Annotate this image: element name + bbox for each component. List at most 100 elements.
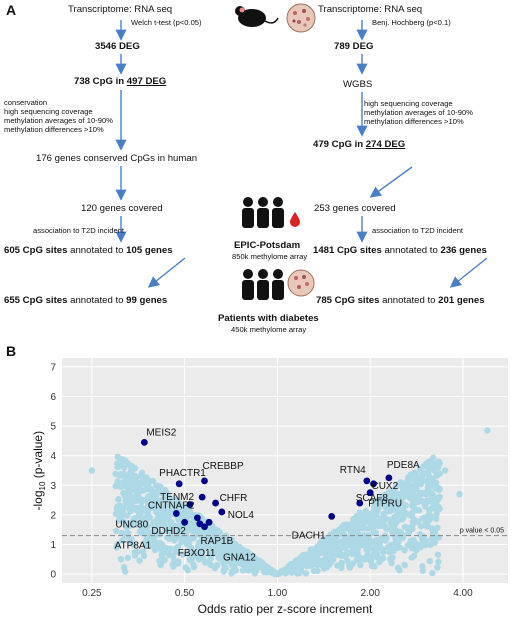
background-point bbox=[123, 501, 130, 509]
background-point bbox=[130, 541, 137, 548]
background-point bbox=[374, 539, 381, 547]
background-point bbox=[367, 557, 375, 565]
y-tick-label: 2 bbox=[50, 510, 56, 521]
left-association: association to T2D incident bbox=[33, 226, 125, 235]
background-point bbox=[227, 547, 235, 555]
y-tick-label: 4 bbox=[50, 451, 56, 462]
background-point bbox=[423, 523, 431, 530]
background-point bbox=[172, 522, 179, 530]
background-point bbox=[153, 516, 161, 524]
background-point bbox=[143, 525, 150, 532]
background-point bbox=[393, 500, 400, 508]
background-point bbox=[173, 544, 180, 551]
background-point bbox=[363, 553, 370, 561]
background-point bbox=[238, 557, 245, 564]
background-point bbox=[178, 501, 186, 508]
gene-label: DACH1 bbox=[292, 530, 326, 541]
right-wgbs: WGBS bbox=[343, 79, 373, 90]
background-point bbox=[157, 561, 164, 569]
background-point bbox=[201, 535, 208, 543]
background-point bbox=[426, 506, 433, 514]
background-point bbox=[300, 552, 308, 560]
right-deg: 789 DEG bbox=[334, 41, 374, 52]
right-epic-result: 1481 CpG sites annotated to 236 genes bbox=[313, 245, 487, 256]
background-point bbox=[189, 555, 196, 562]
background-point bbox=[338, 559, 345, 567]
background-point bbox=[324, 535, 332, 543]
background-points bbox=[88, 427, 491, 578]
background-point bbox=[190, 563, 198, 571]
background-point bbox=[191, 549, 198, 557]
background-point bbox=[366, 537, 374, 544]
background-point bbox=[431, 514, 439, 521]
background-point bbox=[364, 548, 371, 555]
arrow-left-6 bbox=[147, 257, 186, 288]
left-diabetes-result: 655 CpG sites annotated to 99 genes bbox=[4, 295, 168, 306]
background-point bbox=[426, 516, 433, 523]
background-point bbox=[417, 481, 425, 488]
gene-label: MEIS2 bbox=[146, 427, 176, 438]
background-point bbox=[207, 555, 214, 562]
x-tick-label: 2.00 bbox=[360, 588, 380, 599]
background-point bbox=[416, 507, 423, 514]
background-point bbox=[484, 427, 491, 434]
background-point bbox=[380, 510, 387, 518]
background-point bbox=[351, 521, 358, 529]
highlighted-point bbox=[198, 493, 206, 501]
background-point bbox=[343, 537, 350, 544]
diabetes-title: Patients with diabetes bbox=[218, 313, 319, 324]
background-point bbox=[121, 490, 128, 497]
background-point bbox=[354, 516, 362, 523]
highlighted-point bbox=[140, 438, 148, 446]
background-point bbox=[151, 546, 159, 554]
pancreas-islet-icon bbox=[286, 3, 316, 33]
background-point bbox=[397, 529, 405, 536]
background-point bbox=[132, 475, 139, 483]
people-group-icon bbox=[242, 197, 284, 228]
background-point bbox=[435, 558, 442, 566]
x-tick-label: 0.25 bbox=[82, 588, 102, 599]
gene-label: CUX2 bbox=[371, 481, 398, 492]
background-point bbox=[433, 494, 440, 502]
left-header: Transcriptome: RNA seq bbox=[68, 4, 173, 15]
background-point bbox=[341, 552, 349, 560]
background-point bbox=[186, 508, 194, 516]
highlighted-point bbox=[201, 477, 208, 485]
background-point bbox=[376, 499, 384, 506]
highlighted-point bbox=[328, 512, 336, 520]
background-point bbox=[135, 497, 143, 504]
background-point bbox=[136, 557, 143, 564]
background-point bbox=[112, 470, 119, 478]
gene-label: ATP8A1 bbox=[115, 540, 152, 551]
background-point bbox=[151, 496, 158, 503]
background-point bbox=[422, 537, 430, 545]
background-point bbox=[399, 513, 406, 520]
background-point bbox=[172, 503, 180, 510]
background-point bbox=[162, 523, 169, 531]
background-point bbox=[372, 529, 380, 537]
background-point bbox=[231, 544, 239, 551]
background-point bbox=[327, 543, 334, 550]
background-point bbox=[150, 488, 158, 496]
background-point bbox=[330, 533, 337, 540]
background-point bbox=[407, 511, 415, 519]
background-point bbox=[364, 518, 371, 525]
gene-label: FBXO11 bbox=[178, 548, 216, 559]
background-point bbox=[317, 561, 325, 569]
y-tick-label: 3 bbox=[50, 481, 56, 492]
gene-label: GNA12 bbox=[223, 552, 256, 563]
background-point bbox=[164, 494, 171, 502]
background-point bbox=[178, 525, 186, 532]
background-point bbox=[270, 568, 278, 576]
highlighted-point bbox=[212, 499, 219, 507]
background-point bbox=[335, 529, 342, 536]
background-point bbox=[335, 540, 342, 547]
background-point bbox=[131, 549, 139, 556]
panel-a-label: A bbox=[6, 2, 17, 18]
background-point bbox=[369, 523, 377, 531]
background-point bbox=[291, 561, 299, 568]
gene-label: PHACTR1 bbox=[159, 468, 206, 479]
epic-subtitle: 850k methylome array bbox=[232, 252, 308, 261]
background-point bbox=[88, 467, 96, 474]
background-point bbox=[432, 485, 440, 492]
